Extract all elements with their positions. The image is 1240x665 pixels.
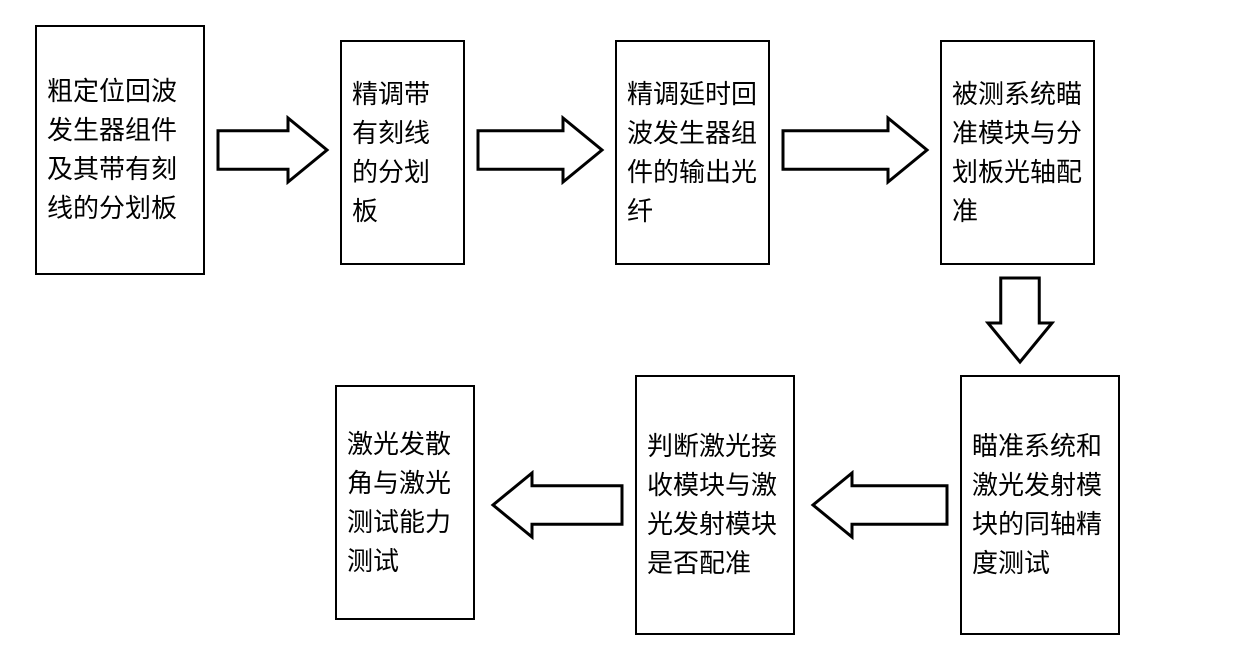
- arrow-1: [215, 115, 330, 185]
- flow-node-2: 精调带有刻线的分划板: [340, 40, 465, 265]
- flow-node-1: 粗定位回波发生器组件及其带有刻线的分划板: [35, 25, 205, 275]
- arrow-2: [475, 115, 605, 185]
- arrow-3: [780, 115, 930, 185]
- flow-node-1-label: 粗定位回波发生器组件及其带有刻线的分划板: [47, 72, 193, 228]
- flow-node-2-label: 精调带有刻线的分划板: [352, 75, 453, 231]
- flow-node-6-label: 判断激光接收模块与激光发射模块是否配准: [647, 427, 783, 583]
- flow-node-4: 被测系统瞄准模块与分划板光轴配准: [940, 40, 1095, 265]
- flow-node-7: 激光发散角与激光测试能力测试: [335, 385, 475, 620]
- flowchart-container: 粗定位回波发生器组件及其带有刻线的分划板 精调带有刻线的分划板 精调延时回波发生…: [0, 0, 1240, 665]
- arrow-5: [810, 470, 950, 540]
- flow-node-3-label: 精调延时回波发生器组件的输出光纤: [627, 75, 758, 231]
- arrow-4: [985, 275, 1055, 365]
- flow-node-7-label: 激光发散角与激光测试能力测试: [347, 425, 463, 581]
- flow-node-3: 精调延时回波发生器组件的输出光纤: [615, 40, 770, 265]
- flow-node-5-label: 瞄准系统和激光发射模块的同轴精度测试: [972, 427, 1108, 583]
- flow-node-6: 判断激光接收模块与激光发射模块是否配准: [635, 375, 795, 635]
- arrow-6: [490, 470, 625, 540]
- flow-node-5: 瞄准系统和激光发射模块的同轴精度测试: [960, 375, 1120, 635]
- flow-node-4-label: 被测系统瞄准模块与分划板光轴配准: [952, 75, 1083, 231]
